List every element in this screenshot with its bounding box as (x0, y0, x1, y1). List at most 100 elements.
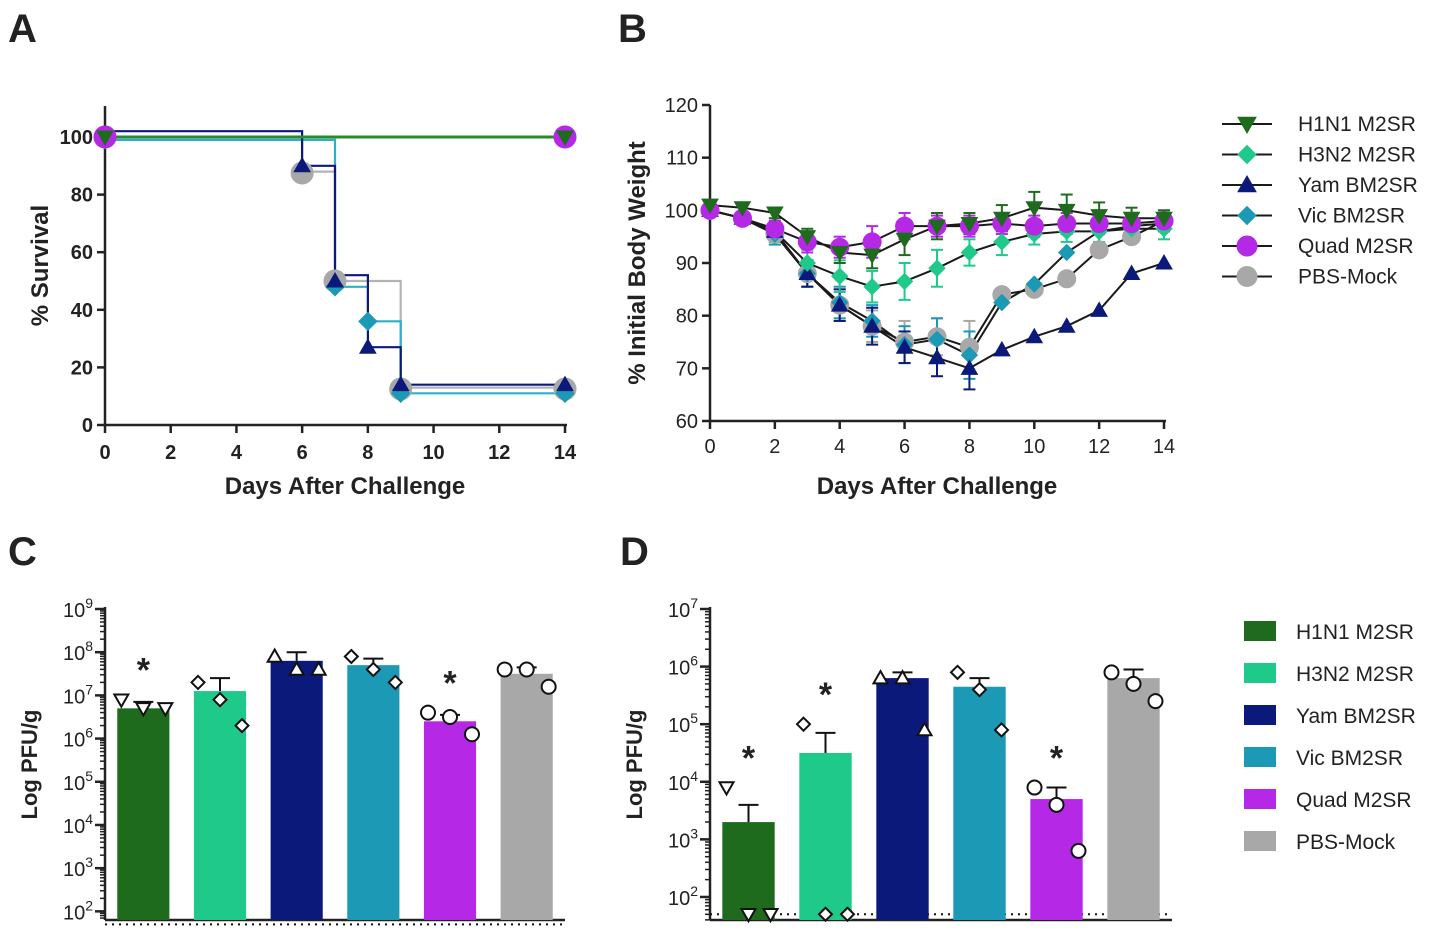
y-tick-label: 107 (63, 681, 93, 708)
weight-point-yam (830, 296, 849, 312)
data-point-h3n2 (839, 906, 856, 923)
data-point-vic (343, 648, 360, 665)
weight-point-h3n2 (863, 277, 881, 296)
x-axis-title: Days After Challenge (817, 473, 1058, 500)
y-tick-label: 90 (676, 253, 698, 275)
x-tick-label: 12 (488, 442, 510, 464)
weight-point-yam (863, 317, 882, 333)
x-tick-label: 14 (554, 442, 577, 464)
legend-label-quad: Quad M2SR (1298, 235, 1414, 258)
survival-point-yam (293, 156, 312, 173)
x-tick-label: 2 (769, 436, 780, 458)
bar-pbs (500, 673, 553, 920)
weight-point-h3n2 (831, 267, 849, 285)
weight-point-h1n1 (863, 248, 882, 265)
weight-point-h3n2 (993, 233, 1011, 251)
x-tick-label: 12 (1088, 436, 1110, 458)
x-axis-title: Days After Challenge (225, 473, 466, 500)
weight-point-quad (765, 219, 785, 239)
x-tick-label: 8 (362, 442, 373, 464)
weight-point-h1n1 (1090, 209, 1109, 225)
legend-label-h1n1: H1N1 M2SR (1296, 621, 1414, 644)
y-tick-label: 103 (63, 854, 93, 881)
bar-pbs (1107, 678, 1160, 920)
bar-h1n1 (722, 822, 775, 920)
data-point-quad (442, 708, 458, 725)
y-tick-label: 107 (668, 595, 698, 622)
weight-point-quad (862, 232, 882, 252)
legend-label-vic: Vic BM2SR (1298, 205, 1405, 228)
legend-label-pbs: PBS-Mock (1298, 266, 1398, 289)
y-tick-label: 40 (71, 300, 93, 322)
legend-marker-vic (1237, 205, 1257, 226)
survival-line-yam (105, 130, 565, 386)
legend-marker-h1n1 (1237, 116, 1257, 135)
weight-point-h3n2 (798, 254, 816, 272)
weight-point-h1n1 (1155, 211, 1173, 228)
survival-point-vic (358, 311, 378, 332)
weight-point-h1n1 (733, 201, 752, 217)
x-tick-label: 4 (231, 442, 243, 464)
data-point-h3n2 (190, 674, 206, 691)
significance-star-quad: * (1050, 740, 1064, 778)
x-tick-label: 6 (297, 442, 308, 464)
data-point-vic (971, 681, 988, 698)
bar-h3n2 (799, 752, 852, 920)
panel-a-survival-chart: 0 20 40 60 80 100 0 2 4 6 8 10 12 14 Days After Challe… (27, 106, 577, 500)
weight-point-yam (1122, 264, 1141, 281)
bar-quad (423, 721, 477, 920)
legend-label-h1n1: H1N1 M2SR (1298, 113, 1416, 136)
y-tick-label: 20 (71, 357, 93, 379)
x-tick-label: 4 (834, 436, 845, 458)
survival-point-h1n1 (556, 130, 574, 147)
survival-point-yam (391, 375, 410, 392)
weight-point-h1n1 (960, 217, 979, 233)
weight-point-h1n1 (765, 206, 784, 222)
survival-point-h1n1 (96, 130, 114, 147)
panel-c-bar-chart: 109 108 107 106 105 104 103 102 Log PFU/g * * (17, 595, 565, 926)
bar-yam (270, 660, 323, 920)
y-axis-title: Log PFU/g (17, 710, 42, 820)
weight-point-yam (798, 264, 817, 281)
y-tick-label: 106 (63, 725, 93, 752)
legend-marker-h3n2 (1237, 144, 1257, 165)
data-point-h1n1 (761, 907, 780, 924)
weight-point-vic (1025, 275, 1043, 293)
data-point-yam (893, 669, 912, 685)
y-tick-label: 105 (63, 768, 93, 795)
data-point-h1n1 (134, 702, 153, 718)
y-tick-label: 60 (71, 242, 93, 264)
y-tick-label: 70 (676, 358, 698, 380)
bar-vic (347, 665, 400, 920)
x-tick-label: 10 (422, 442, 444, 464)
data-point-pbs (540, 678, 557, 695)
legend-marker-quad (1236, 235, 1258, 257)
y-tick-label: 103 (668, 825, 698, 852)
legend-label-vic: Vic BM2SR (1296, 747, 1403, 770)
data-point-vic (387, 674, 404, 691)
data-point-quad (420, 704, 436, 721)
weight-point-yam (1025, 327, 1044, 344)
data-point-pbs (1103, 664, 1120, 681)
data-point-quad (1048, 796, 1065, 813)
x-tick-label: 6 (899, 436, 910, 458)
panel-letter-a: A (8, 7, 37, 51)
x-tick-label: 0 (99, 442, 110, 464)
weight-point-h1n1 (928, 219, 946, 236)
weight-point-h3n2 (960, 243, 979, 262)
weight-point-yam (1155, 253, 1173, 270)
x-tick-label: 0 (704, 436, 715, 458)
bar-h3n2 (193, 691, 247, 920)
legend-swatch-pbs (1244, 831, 1276, 851)
panel-b-weight-chart: 60 70 80 90 100 110 120 0 2 4 6 8 10 12 14 Days After C… (624, 95, 1175, 500)
y-tick-label: 100 (665, 200, 698, 222)
survival-point-yam (556, 375, 574, 392)
weight-point-yam (928, 348, 946, 365)
data-point-h3n2 (795, 716, 812, 733)
data-point-vic (365, 661, 382, 678)
weight-point-h1n1 (1025, 201, 1044, 217)
data-point-h1n1 (112, 693, 131, 709)
data-point-pbs (1125, 675, 1142, 692)
panel-letter-c: C (8, 530, 37, 574)
y-axis-title: Log PFU/g (622, 710, 647, 820)
